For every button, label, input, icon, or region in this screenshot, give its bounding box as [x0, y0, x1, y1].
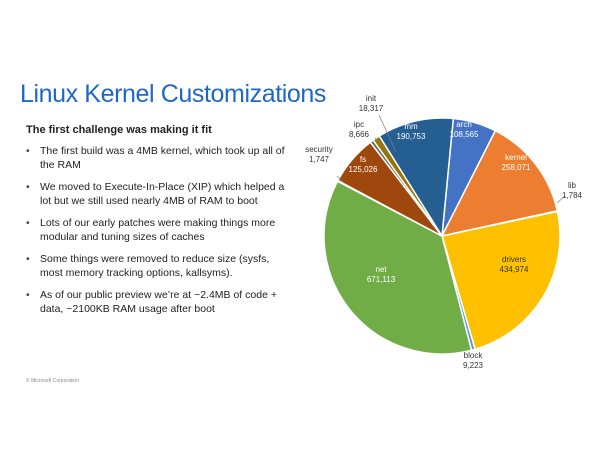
bullet-list: The first build was a 4MB kernel, which … [26, 144, 294, 324]
bullet-item: We moved to Execute-In-Place (XIP) which… [26, 180, 294, 208]
slice-label-lib: lib [568, 181, 577, 190]
pie-slice-net [323, 180, 473, 355]
slide-subtitle: The first challenge was making it fit [26, 124, 212, 136]
slice-value-init: 18,317 [359, 104, 384, 113]
slice-value-drivers: 434,974 [500, 265, 529, 274]
pie-slice-mm [378, 117, 455, 239]
slice-value-block: 9,223 [463, 361, 484, 370]
slice-value-mm: 190,753 [397, 132, 426, 141]
slice-value-net: 671,113 [367, 275, 396, 284]
pie-slice-kernel [440, 129, 559, 238]
leader-line-security [336, 175, 344, 183]
slice-value-security: 1,747 [309, 155, 330, 164]
slice-value-fs: 125,026 [349, 165, 378, 174]
bullet-item: Some things were removed to reduce size … [26, 252, 294, 280]
slice-label-kernel: kernel [505, 153, 527, 162]
slice-value-arch: 108,565 [450, 130, 479, 139]
slice-label-init: init [366, 94, 377, 103]
slide-title: Linux Kernel Customizations [20, 80, 327, 108]
leader-line-ipc [374, 137, 391, 156]
leader-line-lib [556, 195, 566, 204]
slice-label-ipc: ipc [354, 120, 364, 129]
bullet-item: The first build was a 4MB kernel, which … [26, 144, 294, 172]
bullet-item: As of our public preview we’re at ~2.4MB… [26, 288, 294, 316]
slice-label-net: net [375, 265, 387, 274]
slice-label-drivers: drivers [502, 255, 526, 264]
slice-label-security: security [305, 145, 333, 154]
slice-value-kernel: 258,071 [502, 163, 531, 172]
slice-label-arch: arch [456, 120, 472, 129]
slice-label-mm: mm [404, 122, 418, 131]
leader-line-init [378, 114, 397, 153]
slice-value-lib: 1,784 [562, 191, 583, 200]
copyright-footer: © Microsoft Corporation [26, 378, 79, 384]
slice-label-block: block [464, 351, 484, 360]
pie-slice-drivers [441, 210, 561, 351]
bullet-item: Lots of our early patches were making th… [26, 216, 294, 244]
slice-value-ipc: 8,666 [349, 130, 370, 139]
slice-label-fs: fs [360, 155, 366, 164]
